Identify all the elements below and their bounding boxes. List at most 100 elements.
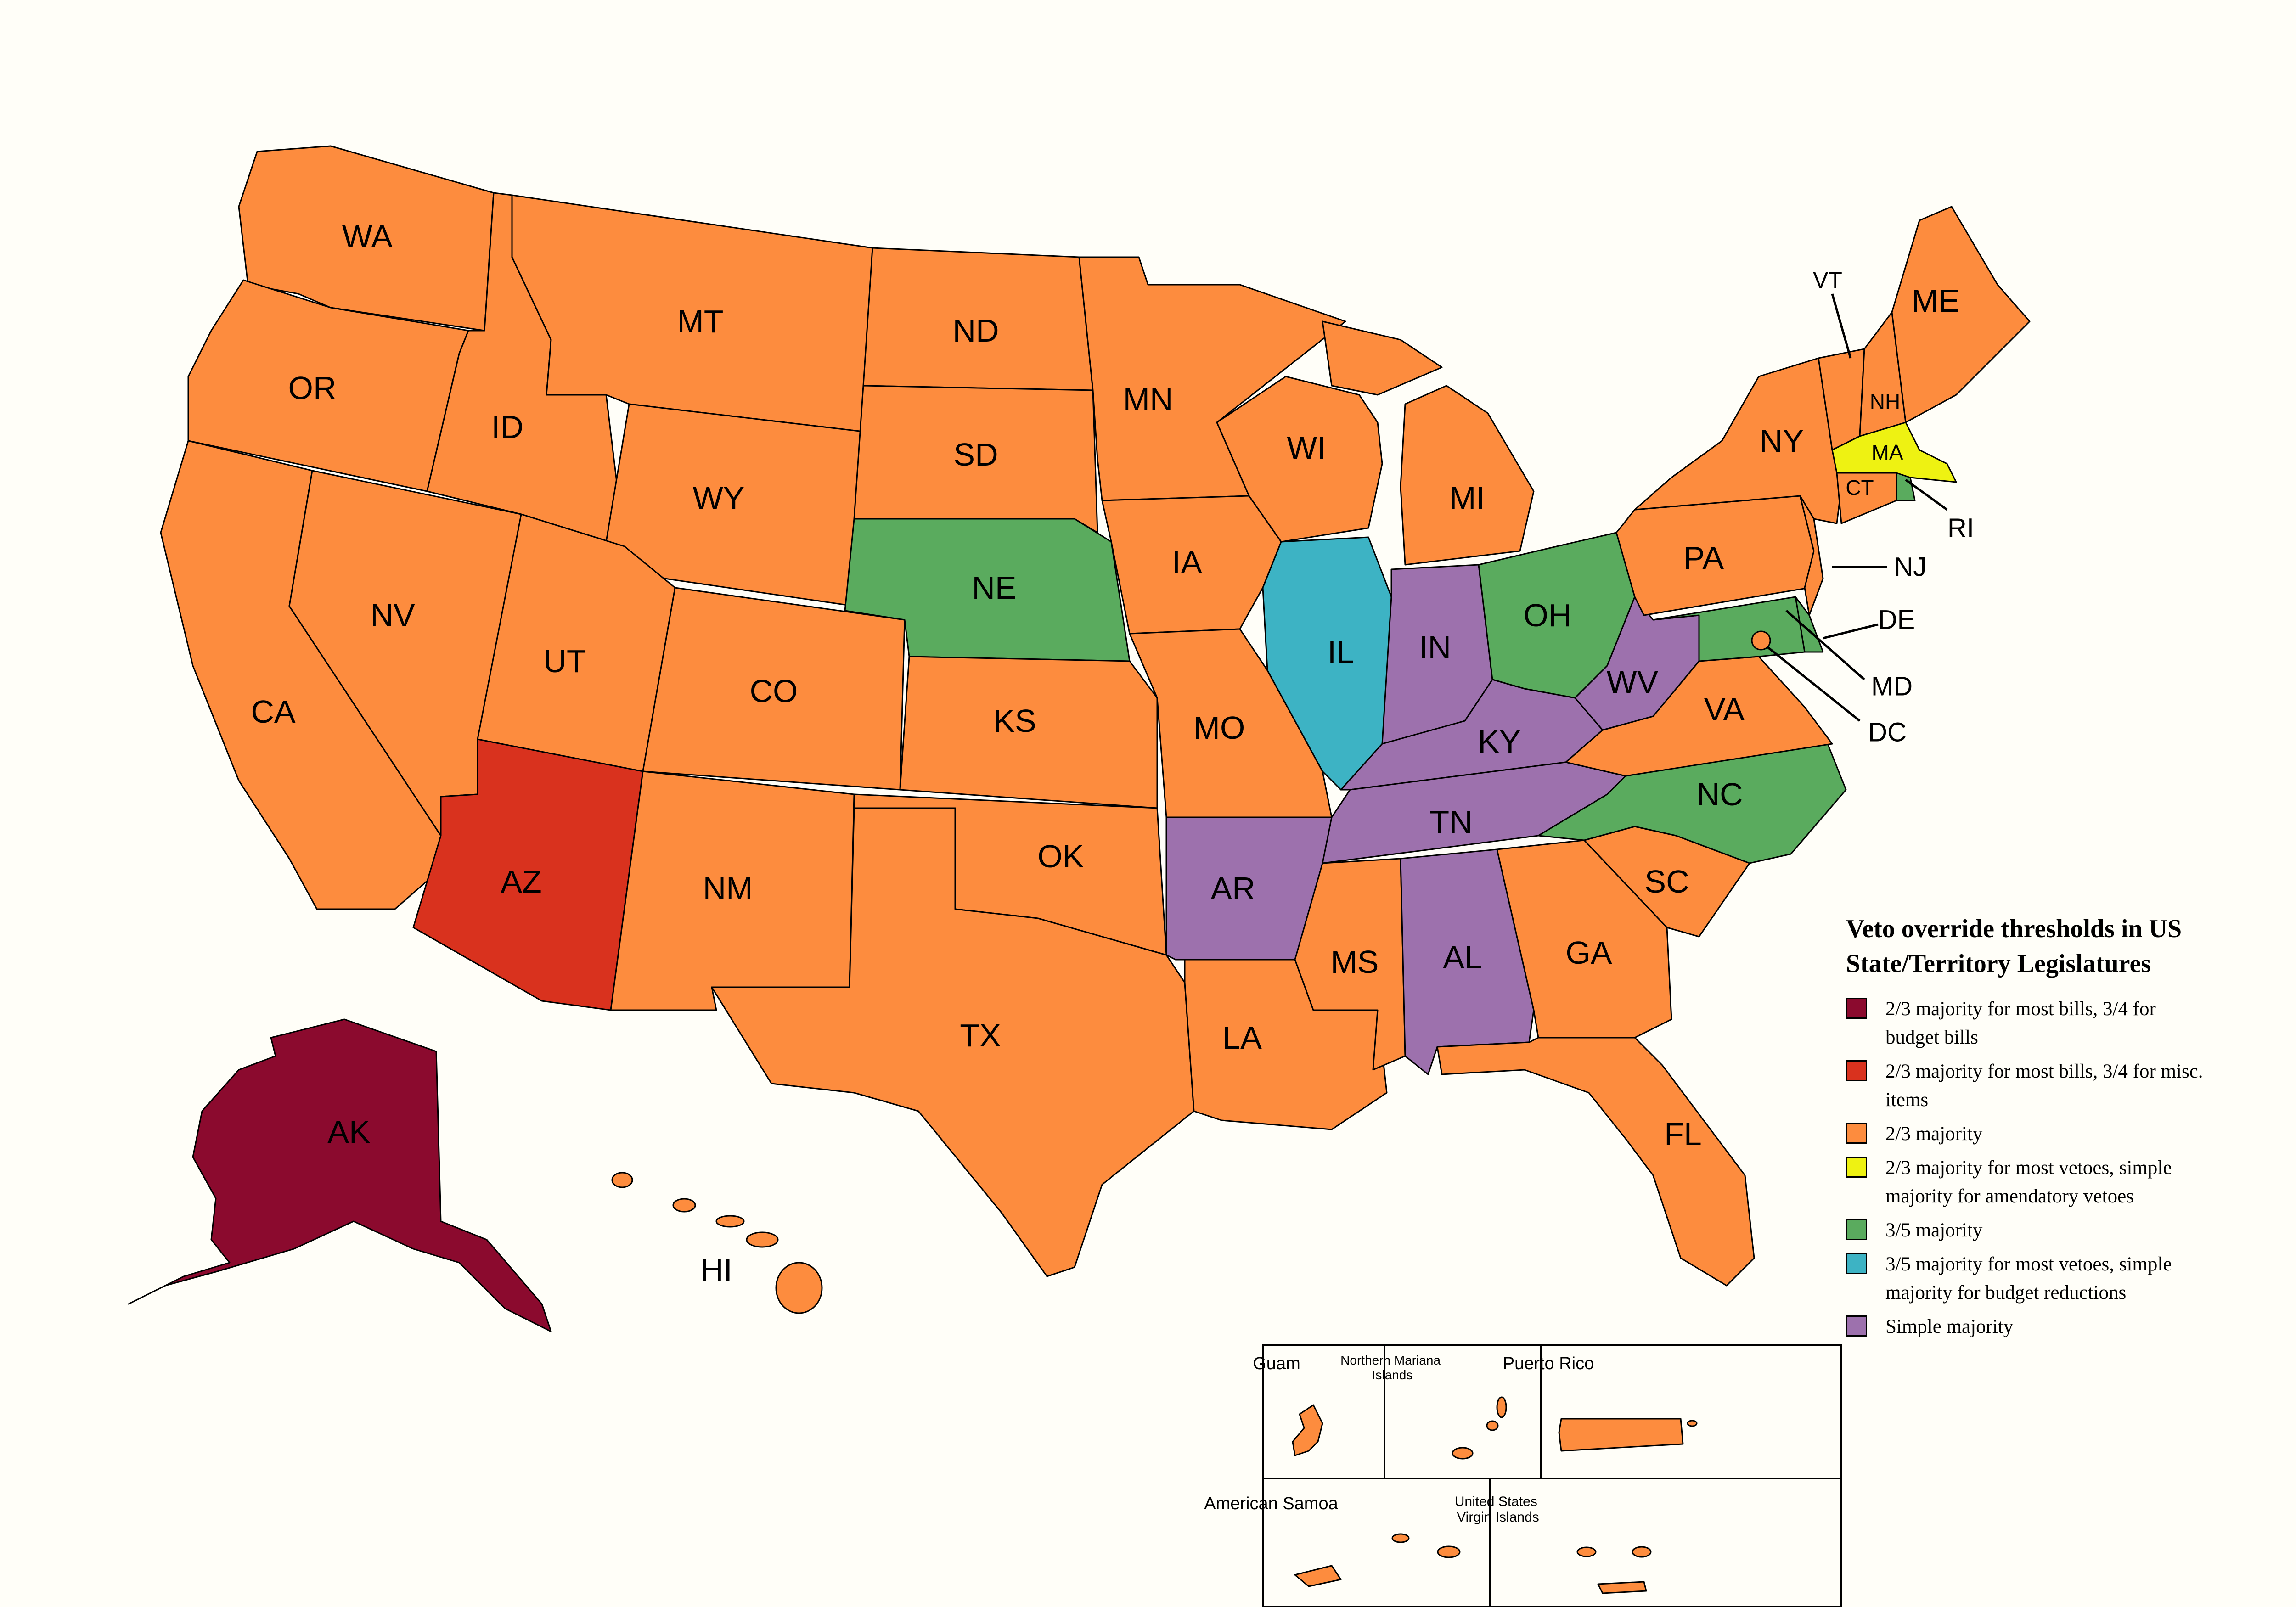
label-ca: CA	[251, 694, 296, 730]
territory-as[interactable]	[1294, 1533, 1461, 1587]
legend-swatch	[1846, 1157, 1867, 1178]
label-nc: NC	[1696, 776, 1743, 812]
label-mt: MT	[677, 303, 723, 339]
legend-label: 2/3 majority	[1885, 1123, 1983, 1145]
label-in: IN	[1419, 629, 1451, 665]
legend-items: 2/3 majority for most bills, 3/4 for bud…	[1846, 995, 2213, 1341]
territory-labels: Guam Northern Mariana Islands Puerto Ric…	[1204, 1353, 1594, 1525]
territory-nmi[interactable]	[1452, 1396, 1507, 1460]
label-nd: ND	[952, 313, 999, 348]
legend-swatch	[1846, 1315, 1867, 1337]
legend: Veto override thresholds in US State/Ter…	[1846, 911, 2213, 1347]
label-mi: MI	[1449, 480, 1485, 516]
state-hi[interactable]	[611, 1172, 823, 1314]
state-dc[interactable]	[1751, 630, 1771, 651]
label-nmi-1: Northern Mariana	[1340, 1353, 1441, 1367]
state-wi[interactable]	[1216, 376, 1383, 543]
label-usvi: United States Virgin Islands	[1455, 1494, 1541, 1525]
label-vt: VT	[1813, 267, 1842, 293]
state-me[interactable]	[1891, 206, 2031, 423]
state-ks[interactable]	[899, 656, 1158, 809]
label-me: ME	[1912, 283, 1960, 319]
legend-item: 2/3 majority for most vetoes, simple maj…	[1846, 1154, 2213, 1211]
legend-label: 2/3 majority for most bills, 3/4 for mis…	[1885, 1061, 2203, 1111]
label-wv: WV	[1607, 664, 1659, 700]
label-ia: IA	[1172, 545, 1202, 580]
label-al: AL	[1443, 939, 1482, 975]
state-ri[interactable]	[1896, 472, 1916, 501]
label-co: CO	[750, 673, 798, 709]
label-pa: PA	[1683, 540, 1724, 576]
label-wy: WY	[693, 480, 745, 516]
label-ga: GA	[1565, 935, 1612, 971]
label-ak: AK	[327, 1114, 370, 1150]
leader-lines	[1767, 293, 1948, 722]
label-wi: WI	[1287, 430, 1326, 466]
legend-label: 3/5 majority for most vetoes, simple maj…	[1885, 1253, 2172, 1304]
legend-label: 2/3 majority for most vetoes, simple maj…	[1885, 1157, 2172, 1207]
legend-swatch	[1846, 1123, 1867, 1144]
label-ny: NY	[1759, 423, 1804, 459]
legend-item: Simple majority	[1846, 1313, 2213, 1341]
label-id: ID	[491, 409, 523, 445]
legend-label: 2/3 majority for most bills, 3/4 for bud…	[1885, 998, 2156, 1048]
label-sd: SD	[953, 437, 998, 472]
state-mi[interactable]	[1400, 385, 1535, 566]
legend-item: 3/5 majority	[1846, 1216, 2213, 1245]
state-labels: WA OR CA NV ID MT WY UT AZ CO NM ND SD N…	[251, 219, 1974, 1287]
legend-swatch	[1846, 1253, 1867, 1274]
label-dc: DC	[1868, 718, 1907, 747]
label-az: AZ	[501, 864, 541, 899]
label-nh: NH	[1870, 390, 1900, 414]
legend-swatch	[1846, 998, 1867, 1019]
label-nm: NM	[703, 871, 753, 906]
label-ks: KS	[993, 703, 1036, 739]
label-va: VA	[1704, 691, 1745, 727]
label-nmi: Northern Mariana Islands	[1340, 1353, 1444, 1382]
territory-usvi[interactable]	[1576, 1546, 1652, 1594]
label-nv: NV	[370, 597, 415, 633]
label-mo: MO	[1193, 710, 1245, 746]
label-il: IL	[1328, 634, 1354, 670]
legend-item: 3/5 majority for most vetoes, simple maj…	[1846, 1250, 2213, 1307]
legend-swatch	[1846, 1219, 1867, 1240]
label-hi: HI	[700, 1252, 732, 1287]
label-ri: RI	[1947, 513, 1974, 543]
state-fl[interactable]	[1436, 1037, 1755, 1287]
territory-pr[interactable]	[1558, 1418, 1698, 1452]
legend-label: Simple majority	[1885, 1316, 2014, 1337]
label-usvi-2: Virgin Islands	[1457, 1510, 1539, 1525]
label-american-samoa: American Samoa	[1204, 1494, 1338, 1513]
label-wa: WA	[342, 219, 393, 254]
label-or: OR	[288, 370, 337, 406]
legend-swatch	[1846, 1060, 1867, 1081]
legend-item: 2/3 majority for most bills, 3/4 for mis…	[1846, 1057, 2213, 1114]
state-tx[interactable]	[711, 807, 1195, 1277]
label-tx: TX	[960, 1017, 1001, 1053]
states-layer	[128, 145, 2031, 1332]
label-ky: KY	[1478, 724, 1520, 759]
territory-shapes	[1292, 1396, 1698, 1594]
label-fl: FL	[1664, 1116, 1702, 1152]
label-md: MD	[1871, 672, 1913, 702]
label-ct: CT	[1846, 476, 1874, 500]
label-ms: MS	[1331, 944, 1379, 980]
state-nc[interactable]	[1537, 743, 1847, 864]
label-usvi-1: United States	[1455, 1494, 1537, 1509]
label-nj: NJ	[1894, 552, 1927, 582]
label-puerto-rico: Puerto Rico	[1503, 1354, 1594, 1373]
state-mi-up[interactable]	[1322, 320, 1443, 396]
legend-item: 2/3 majority	[1846, 1120, 2213, 1148]
territory-guam[interactable]	[1292, 1404, 1323, 1456]
label-guam: Guam	[1253, 1354, 1300, 1373]
territory-insets	[1262, 1344, 1842, 1607]
legend-title: Veto override thresholds in US State/Ter…	[1846, 915, 2182, 978]
state-ny[interactable]	[1634, 357, 1842, 524]
label-ok: OK	[1037, 838, 1084, 874]
legend-item: 2/3 majority for most bills, 3/4 for bud…	[1846, 995, 2213, 1052]
label-oh: OH	[1524, 597, 1572, 633]
state-ak[interactable]	[128, 1018, 552, 1332]
label-ne: NE	[972, 570, 1016, 606]
label-nmi-2: Islands	[1372, 1368, 1413, 1382]
